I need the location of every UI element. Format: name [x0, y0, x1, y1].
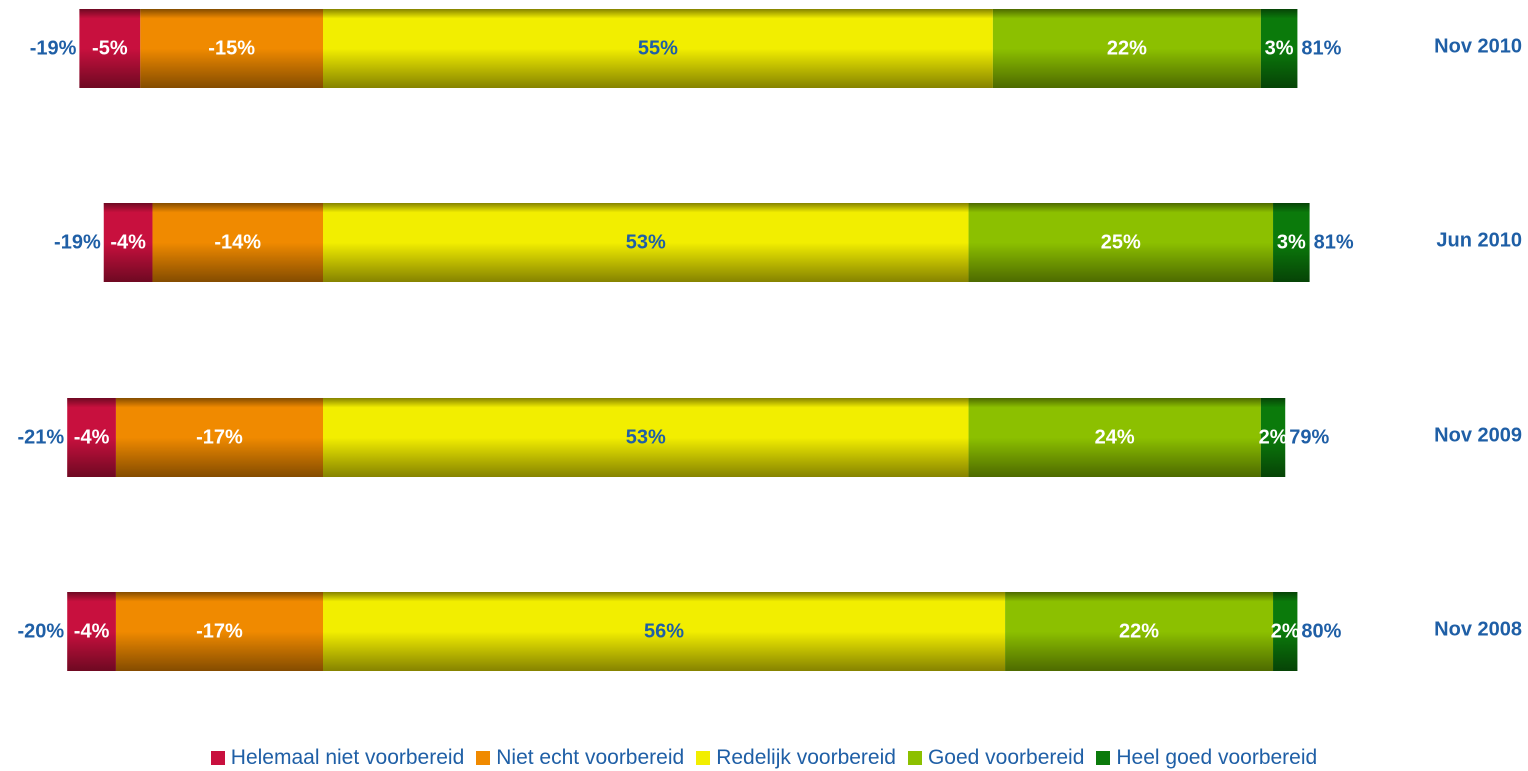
legend-item: Redelijk voorbereid: [696, 746, 896, 770]
bar-shading: [323, 203, 969, 282]
positive-total-label: 81%: [1314, 232, 1354, 254]
bar-shading: [103, 203, 153, 282]
data-label: -15%: [208, 38, 255, 60]
legend-item: Helemaal niet voorbereid: [210, 746, 465, 770]
legend-swatch: [1096, 751, 1111, 765]
bar-shading: [1260, 398, 1286, 477]
legend-label: Redelijk voorbereid: [716, 746, 896, 769]
bar-shading: [67, 398, 116, 477]
legend-label: Helemaal niet voorbereid: [230, 746, 465, 769]
bar-shading: [79, 9, 141, 88]
data-label: 3%: [1277, 232, 1306, 254]
legend-label: Heel goed voorbereid: [1116, 746, 1318, 769]
data-label: -4%: [74, 621, 110, 643]
data-label: 3%: [1265, 38, 1294, 60]
data-label: 22%: [1119, 621, 1159, 643]
bar-shading: [323, 592, 1006, 671]
negative-total-label: -19%: [54, 232, 101, 254]
data-label: 25%: [1101, 232, 1141, 254]
data-label: -17%: [196, 427, 243, 449]
data-label: 22%: [1107, 38, 1147, 60]
category-label: Jun 2010: [1436, 230, 1522, 252]
bar-shading: [152, 203, 323, 282]
bar-shading: [67, 592, 116, 671]
data-label: 56%: [644, 621, 684, 643]
data-label: -17%: [196, 621, 243, 643]
bar-shading: [323, 398, 969, 477]
data-label: -4%: [110, 232, 146, 254]
bar-shading: [968, 203, 1274, 282]
bar-shading: [1273, 203, 1310, 282]
bar-shading: [968, 398, 1261, 477]
category-label: Nov 2010: [1434, 36, 1522, 58]
positive-total-label: 81%: [1301, 38, 1341, 60]
label-group: -5% -15% 55% 22% 3% -19% 81% Nov 2010 -4% -14% 53%…: [18, 36, 1522, 643]
bar-shading: [1260, 9, 1298, 88]
bar-shading: [115, 398, 323, 477]
data-label: 24%: [1095, 427, 1135, 449]
legend-label: Goed voorbereid: [927, 746, 1085, 769]
data-label: 55%: [638, 38, 678, 60]
bar-shading: [992, 9, 1261, 88]
data-label: -5%: [92, 38, 128, 60]
data-label: 2%: [1271, 621, 1300, 643]
bar-shading: [115, 592, 323, 671]
legend-swatch: [907, 751, 922, 765]
legend-swatch: [210, 751, 225, 765]
negative-total-label: -19%: [30, 38, 77, 60]
bar-shading: [1005, 592, 1274, 671]
bar-shading: [323, 9, 993, 88]
legend-item: Niet echt voorbereid: [476, 746, 684, 770]
data-label: -4%: [74, 427, 110, 449]
negative-total-label: -20%: [18, 621, 65, 643]
positive-total-label: 80%: [1301, 621, 1341, 643]
legend: Helemaal niet voorbereid Niet echt voorbe…: [0, 746, 1528, 770]
legend-item: Goed voorbereid: [907, 746, 1085, 770]
data-label: -14%: [214, 232, 261, 254]
legend-swatch: [696, 751, 711, 765]
negative-total-label: -21%: [18, 427, 65, 449]
legend-label: Niet echt voorbereid: [496, 746, 685, 769]
data-label: 53%: [626, 427, 666, 449]
legend-swatch: [476, 751, 491, 765]
legend-item: Heel goed voorbereid: [1096, 746, 1317, 770]
category-label: Nov 2008: [1434, 619, 1522, 641]
positive-total-label: 79%: [1289, 427, 1329, 449]
bar-group: [67, 9, 1310, 671]
category-label: Nov 2009: [1434, 425, 1522, 447]
bar-shading: [1273, 592, 1298, 671]
data-label: 53%: [626, 232, 666, 254]
data-label: 2%: [1259, 427, 1288, 449]
bar-shading: [140, 9, 323, 88]
